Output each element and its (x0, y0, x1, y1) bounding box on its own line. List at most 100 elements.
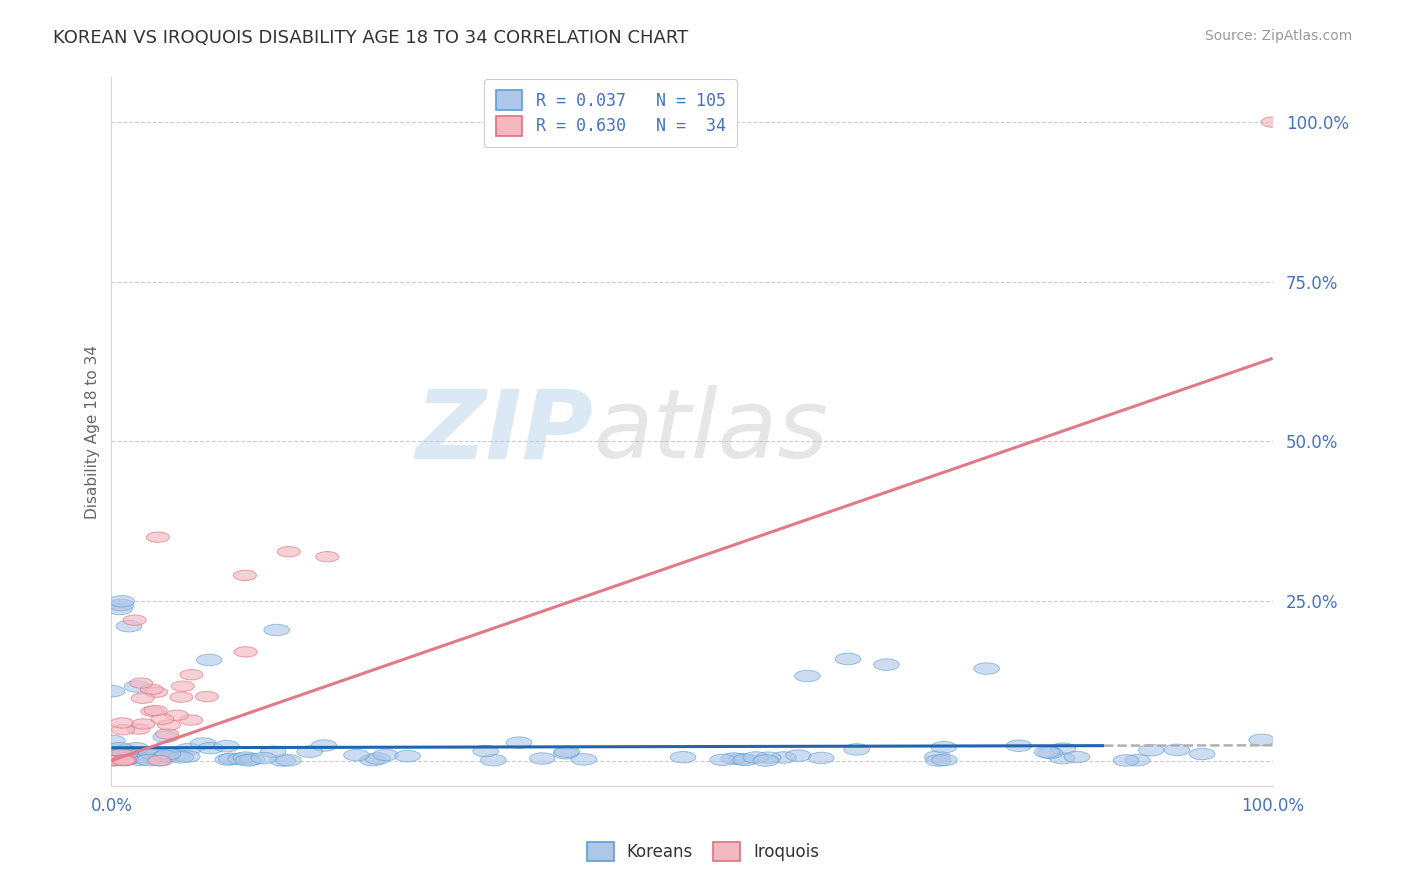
Ellipse shape (239, 754, 264, 765)
Ellipse shape (195, 691, 218, 702)
Ellipse shape (1125, 755, 1150, 766)
Ellipse shape (117, 621, 142, 632)
Ellipse shape (360, 755, 385, 766)
Ellipse shape (218, 753, 245, 764)
Ellipse shape (1249, 734, 1274, 746)
Ellipse shape (873, 659, 900, 671)
Ellipse shape (141, 706, 165, 716)
Ellipse shape (107, 742, 132, 754)
Ellipse shape (107, 754, 132, 765)
Ellipse shape (114, 755, 136, 765)
Ellipse shape (754, 755, 779, 766)
Ellipse shape (111, 718, 134, 728)
Ellipse shape (728, 754, 754, 765)
Ellipse shape (755, 752, 780, 764)
Text: atlas: atlas (593, 385, 828, 478)
Ellipse shape (214, 740, 239, 752)
Ellipse shape (143, 747, 169, 759)
Ellipse shape (111, 724, 135, 735)
Ellipse shape (110, 751, 135, 763)
Ellipse shape (176, 743, 201, 755)
Ellipse shape (143, 706, 167, 715)
Ellipse shape (105, 753, 131, 764)
Ellipse shape (124, 681, 150, 692)
Ellipse shape (112, 745, 138, 756)
Ellipse shape (366, 753, 391, 764)
Ellipse shape (127, 723, 150, 734)
Ellipse shape (103, 751, 128, 763)
Ellipse shape (316, 551, 339, 562)
Ellipse shape (112, 756, 136, 765)
Ellipse shape (138, 752, 163, 764)
Ellipse shape (148, 756, 172, 765)
Ellipse shape (174, 751, 200, 763)
Ellipse shape (105, 748, 131, 760)
Legend: R = 0.037   N = 105, R = 0.630   N =  34: R = 0.037 N = 105, R = 0.630 N = 34 (484, 78, 737, 147)
Ellipse shape (172, 681, 194, 691)
Ellipse shape (235, 755, 260, 766)
Ellipse shape (150, 714, 174, 724)
Ellipse shape (472, 746, 498, 756)
Ellipse shape (1050, 743, 1076, 755)
Ellipse shape (276, 755, 301, 766)
Ellipse shape (101, 756, 125, 765)
Y-axis label: Disability Age 18 to 34: Disability Age 18 to 34 (86, 345, 100, 519)
Ellipse shape (925, 755, 952, 766)
Ellipse shape (671, 751, 696, 763)
Ellipse shape (1139, 745, 1164, 756)
Ellipse shape (260, 746, 285, 757)
Ellipse shape (742, 752, 769, 764)
Ellipse shape (153, 731, 179, 742)
Ellipse shape (127, 754, 152, 765)
Ellipse shape (931, 741, 956, 753)
Ellipse shape (297, 746, 322, 757)
Ellipse shape (554, 746, 579, 757)
Ellipse shape (105, 756, 128, 765)
Ellipse shape (835, 653, 860, 665)
Ellipse shape (343, 749, 370, 761)
Ellipse shape (571, 754, 596, 765)
Ellipse shape (1049, 753, 1076, 764)
Ellipse shape (132, 719, 155, 729)
Text: Source: ZipAtlas.com: Source: ZipAtlas.com (1205, 29, 1353, 43)
Ellipse shape (481, 755, 506, 766)
Ellipse shape (1189, 748, 1215, 760)
Ellipse shape (146, 532, 169, 542)
Ellipse shape (198, 742, 224, 754)
Ellipse shape (98, 746, 124, 757)
Ellipse shape (190, 738, 217, 749)
Ellipse shape (141, 684, 163, 695)
Ellipse shape (264, 624, 290, 636)
Ellipse shape (138, 747, 165, 758)
Ellipse shape (100, 755, 127, 765)
Ellipse shape (844, 744, 869, 756)
Ellipse shape (197, 654, 222, 665)
Ellipse shape (233, 570, 256, 581)
Ellipse shape (155, 748, 181, 760)
Ellipse shape (1261, 117, 1284, 128)
Ellipse shape (104, 750, 129, 762)
Text: KOREAN VS IROQUOIS DISABILITY AGE 18 TO 34 CORRELATION CHART: KOREAN VS IROQUOIS DISABILITY AGE 18 TO … (53, 29, 689, 46)
Ellipse shape (228, 753, 253, 764)
Ellipse shape (373, 749, 398, 761)
Ellipse shape (235, 647, 257, 657)
Ellipse shape (233, 752, 259, 764)
Ellipse shape (157, 720, 180, 731)
Ellipse shape (180, 714, 202, 725)
Ellipse shape (100, 748, 125, 760)
Ellipse shape (1064, 751, 1090, 763)
Ellipse shape (277, 547, 301, 557)
Ellipse shape (721, 753, 747, 764)
Ellipse shape (794, 670, 820, 681)
Ellipse shape (111, 756, 135, 765)
Ellipse shape (770, 752, 796, 764)
Ellipse shape (107, 603, 132, 615)
Ellipse shape (125, 752, 150, 764)
Ellipse shape (145, 687, 167, 698)
Ellipse shape (103, 756, 125, 765)
Ellipse shape (100, 747, 125, 758)
Legend: Koreans, Iroquois: Koreans, Iroquois (581, 835, 825, 868)
Ellipse shape (166, 749, 191, 761)
Ellipse shape (100, 685, 125, 697)
Ellipse shape (112, 754, 139, 765)
